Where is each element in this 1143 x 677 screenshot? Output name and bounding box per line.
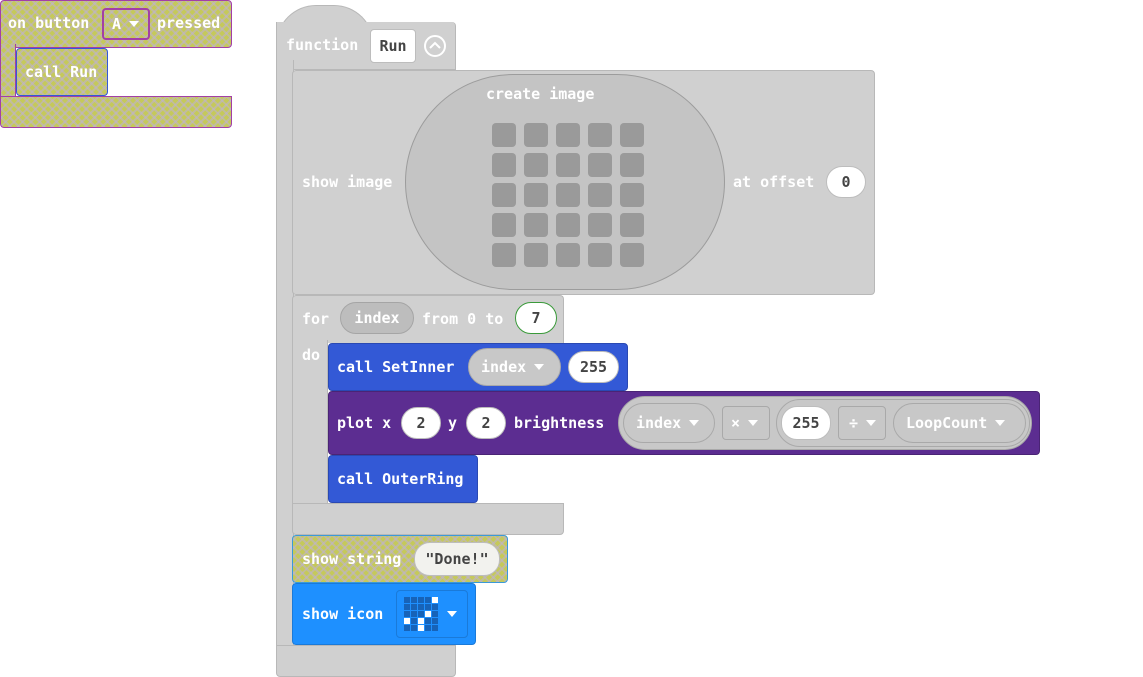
chevron-down-icon — [447, 611, 457, 617]
led-cell[interactable] — [620, 213, 644, 237]
led-cell[interactable] — [556, 153, 580, 177]
chevron-down-icon — [689, 420, 700, 426]
expr-var2-value: LoopCount — [906, 414, 988, 432]
led-cell[interactable] — [620, 123, 644, 147]
led-cell[interactable] — [556, 183, 580, 207]
chevron-down-icon — [534, 364, 545, 370]
brightness-label: brightness — [514, 414, 605, 432]
loop-variable-value: index — [354, 309, 400, 327]
led-cell[interactable] — [588, 243, 612, 267]
setinner-arg1-dropdown[interactable]: index — [468, 348, 561, 386]
led-cell[interactable] — [556, 213, 580, 237]
led-cell[interactable] — [588, 183, 612, 207]
call-run-block[interactable] — [16, 48, 108, 96]
led-cell[interactable] — [492, 153, 516, 177]
led-cell[interactable] — [620, 243, 644, 267]
expr-number-field[interactable]: 255 — [781, 406, 831, 440]
call-outerring-block[interactable] — [328, 455, 478, 503]
led-cell[interactable] — [620, 183, 644, 207]
do-label: do — [302, 346, 321, 364]
offset-value: 0 — [841, 173, 851, 191]
collapse-chevron-up-icon[interactable] — [423, 34, 447, 58]
chevron-down-icon — [748, 420, 759, 426]
led-icon-preview — [403, 596, 439, 632]
at-offset-label: at offset — [733, 173, 815, 191]
led-cell[interactable] — [524, 123, 548, 147]
plot-x-field[interactable]: 2 — [401, 407, 441, 439]
led-cell[interactable] — [524, 243, 548, 267]
setinner-arg1-value: index — [481, 358, 527, 376]
led-cell[interactable] — [492, 123, 516, 147]
create-image-label: create image — [486, 85, 595, 103]
expr-number-value: 255 — [792, 414, 820, 432]
chevron-down-icon — [129, 21, 140, 27]
led-cell[interactable] — [556, 243, 580, 267]
show-string-value-field[interactable]: "Done!" — [414, 542, 500, 576]
function-name-field[interactable]: Run — [370, 29, 416, 63]
expr-var2-dropdown[interactable]: LoopCount — [893, 403, 1026, 443]
led-cell[interactable] — [620, 153, 644, 177]
for-label: for — [302, 310, 330, 328]
for-loop-header[interactable] — [292, 295, 564, 343]
for-loop-stem — [292, 340, 328, 510]
on-button-pressed-block-stem — [0, 44, 16, 104]
show-image-label: show image — [302, 173, 393, 191]
led-cell[interactable] — [524, 183, 548, 207]
call-setinner-label: call SetInner — [337, 358, 455, 376]
led-cell[interactable] — [524, 153, 548, 177]
icon-picker-dropdown[interactable] — [396, 590, 468, 638]
setinner-arg2-value: 255 — [579, 358, 608, 376]
function-footer — [276, 645, 456, 677]
loop-variable-field[interactable]: index — [340, 302, 414, 334]
divide-operator-dropdown[interactable]: ÷ — [838, 406, 886, 440]
plot-x-value: 2 — [416, 414, 426, 432]
plot-y-label: y — [448, 414, 458, 432]
plot-x-label: plot x — [337, 414, 392, 432]
for-loop-footer — [292, 503, 564, 535]
plot-y-field[interactable]: 2 — [466, 407, 506, 439]
chevron-down-icon — [866, 420, 877, 426]
button-select-dropdown[interactable]: A — [102, 8, 150, 40]
show-icon-label: show icon — [302, 605, 384, 623]
loop-to-value: 7 — [531, 309, 541, 327]
expr-var1-dropdown[interactable]: index — [623, 403, 715, 443]
led-cell[interactable] — [588, 153, 612, 177]
led-cell[interactable] — [492, 213, 516, 237]
on-button-label: on button — [8, 14, 90, 32]
multiply-operator-dropdown[interactable]: × — [722, 406, 770, 440]
function-name-value: Run — [379, 37, 407, 55]
led-cell[interactable] — [588, 123, 612, 147]
call-run-label: call Run — [25, 63, 98, 81]
offset-value-field[interactable]: 0 — [826, 166, 866, 198]
led-cell[interactable] — [524, 213, 548, 237]
show-string-value: "Done!" — [425, 550, 489, 568]
loop-to-value-field[interactable]: 7 — [515, 302, 557, 334]
pressed-label: pressed — [157, 14, 221, 32]
on-button-pressed-block-footer — [0, 96, 232, 128]
setinner-arg2-field[interactable]: 255 — [568, 351, 619, 383]
show-string-label: show string — [302, 550, 402, 568]
led-cell[interactable] — [556, 123, 580, 147]
from-to-label: from 0 to — [422, 310, 504, 328]
plot-y-value: 2 — [481, 414, 491, 432]
led-cell[interactable] — [588, 213, 612, 237]
expr-var1-value: index — [636, 414, 682, 432]
call-outerring-label: call OuterRing — [337, 470, 464, 488]
led-cell[interactable] — [492, 243, 516, 267]
divide-operator-value: ÷ — [849, 414, 859, 432]
function-keyword: function — [286, 36, 359, 54]
button-select-value: A — [112, 15, 122, 33]
led-cell[interactable] — [492, 183, 516, 207]
chevron-down-icon — [995, 420, 1006, 426]
multiply-operator-value: × — [731, 414, 741, 432]
